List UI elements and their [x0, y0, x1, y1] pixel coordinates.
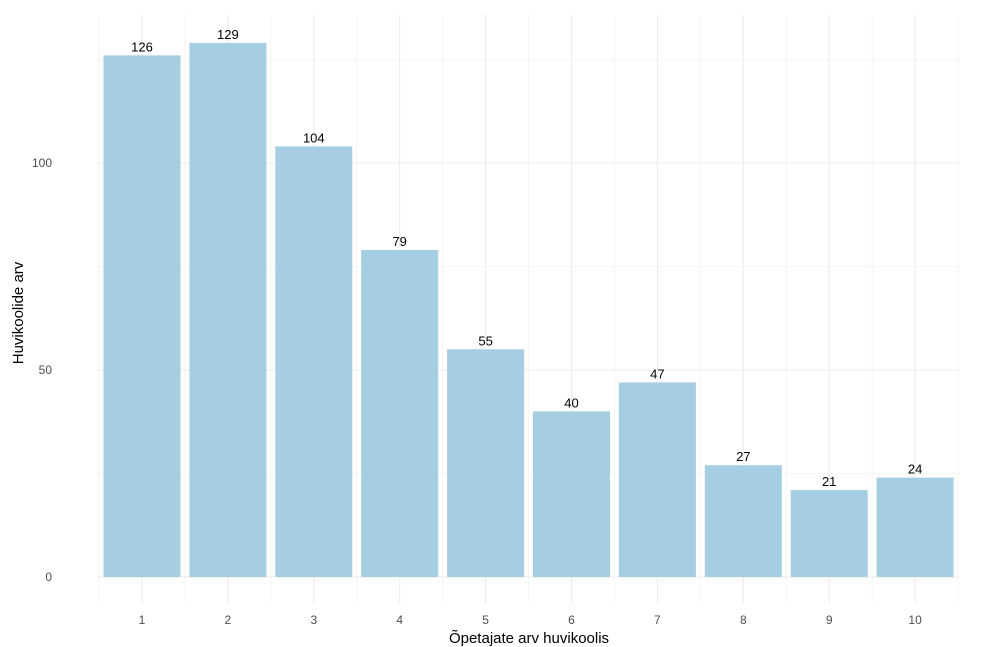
bar-label-1: 126: [131, 39, 153, 54]
bars: [103, 42, 954, 578]
bar-label-6: 40: [564, 395, 578, 410]
x-tick-label-1: 1: [139, 613, 146, 627]
y-tick-label-50: 50: [39, 363, 53, 377]
x-tick-label-8: 8: [740, 613, 747, 627]
bar-label-3: 104: [303, 130, 325, 145]
x-tick-label-3: 3: [310, 613, 317, 627]
bar-8: [704, 465, 782, 577]
bar-label-2: 129: [217, 27, 239, 42]
x-tick-label-6: 6: [568, 613, 575, 627]
bar-labels: 126 129 104 79 55 40 47 27 21 24: [131, 27, 922, 489]
x-tick-label-7: 7: [654, 613, 661, 627]
bar-9: [790, 490, 868, 577]
bar-label-10: 24: [908, 462, 922, 477]
bar-1: [103, 55, 181, 578]
bar-label-9: 21: [822, 474, 836, 489]
x-tick-label-10: 10: [908, 613, 922, 627]
x-axis-title: Õpetajate arv huvikoolis: [449, 630, 609, 647]
bar-4: [361, 249, 439, 577]
bar-6: [533, 411, 610, 577]
bar-label-8: 27: [736, 449, 750, 464]
x-tick-label-5: 5: [482, 613, 489, 627]
x-axis-ticks: 1 2 3 4 5 6 7 8 9 10: [139, 613, 922, 627]
x-tick-label-2: 2: [225, 613, 232, 627]
bar-5: [447, 349, 525, 577]
bar-2: [189, 42, 267, 577]
bar-label-7: 47: [650, 366, 664, 381]
y-axis-ticks: 0 50 100: [32, 156, 52, 584]
bar-10: [876, 477, 954, 577]
x-tick-label-9: 9: [826, 613, 833, 627]
bar-3: [275, 146, 353, 577]
y-tick-label-0: 0: [45, 570, 52, 584]
y-tick-label-100: 100: [32, 156, 52, 170]
y-axis-title: Huvikoolide arv: [10, 261, 27, 364]
x-tick-label-4: 4: [396, 613, 403, 627]
bar-label-5: 55: [478, 333, 492, 348]
bar-7: [618, 382, 696, 577]
bar-label-4: 79: [392, 234, 406, 249]
